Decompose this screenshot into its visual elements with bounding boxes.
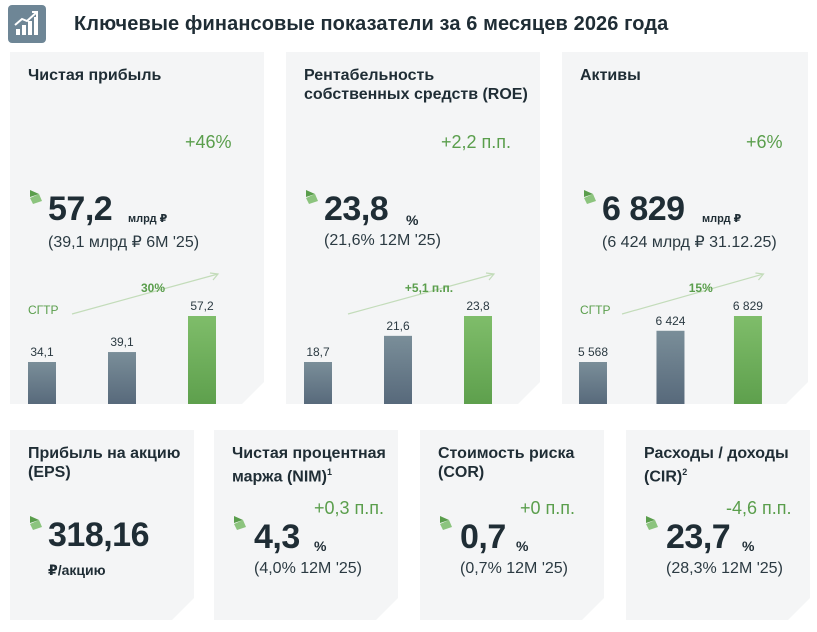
bar-value-label-1: 6 424: [655, 314, 685, 328]
category-label-2: 6М '26: [184, 417, 220, 431]
bar-value-label-2: 6 829: [733, 299, 763, 313]
trend-arrow-line: [622, 274, 763, 314]
metric-unit: млрд ₽: [702, 213, 742, 225]
metric-unit: млрд ₽: [128, 213, 168, 225]
trend-arrow-head: [486, 273, 494, 280]
category-label-1: 31.12.25: [647, 417, 694, 431]
card-title: Стоимость риска (COR): [438, 445, 575, 481]
metric-previous: (21,6% 12М '25): [324, 232, 441, 249]
metric-previous: (28,3% 12М '25): [666, 560, 783, 577]
bar-value-label-2: 57,2: [190, 299, 214, 313]
metric-value: 57,2: [48, 190, 113, 228]
card-title: Рентабельность собственных средств (ROE): [304, 67, 528, 103]
bar-2: [188, 316, 216, 406]
category-label-2: 6М '26: [460, 417, 496, 431]
header: Ключевые финансовые показатели за 6 меся…: [8, 4, 668, 44]
card-title: Чистая процентная маржа (NIM)1: [232, 444, 407, 486]
bar-1: [108, 352, 136, 406]
card-nim: Чистая процентная маржа (NIM)1 +0,3 п.п.…: [214, 430, 398, 620]
card-net-profit: Чистая прибыль 57,2 млрд ₽ +46% (39,1 мл…: [10, 52, 264, 404]
metric-unit: %: [742, 538, 755, 554]
metric-unit: ₽/акцию: [48, 562, 106, 578]
category-label-1: 6М '25: [104, 417, 140, 431]
metric-value: 0,7: [460, 518, 506, 556]
trend-arrow-line: [72, 274, 218, 314]
metric-unit: %: [314, 538, 327, 554]
category-label-0: 6М '24: [24, 417, 60, 431]
bar-value-label-0: 5 568: [578, 345, 608, 359]
card-cor: Стоимость риска (COR) +0 п.п. 0,7 % (0,7…: [420, 430, 604, 620]
category-label-0: 12М '24: [297, 417, 340, 431]
leaf-mark-icon: [234, 516, 246, 530]
trend-label: 15%: [689, 281, 713, 295]
card-title-text: Чистая процентная маржа (NIM): [232, 445, 386, 486]
card-title-text: Расходы / доходы (CIR): [644, 445, 789, 486]
metric-value: 318,16: [48, 516, 149, 554]
leaf-mark-icon: [30, 190, 42, 204]
bar-0: [304, 362, 332, 406]
category-label-0: 31.12.24: [570, 417, 617, 431]
category-label-2: 30.06.26: [725, 417, 772, 431]
chart-svg: 18,7 12М '24 21,6 12М '25 23,8 6М '26 +5,1 п.п…: [286, 262, 540, 442]
category-label-1: 12М '25: [377, 417, 420, 431]
bar-value-label-1: 21,6: [386, 319, 410, 333]
card-title: Расходы / доходы (CIR)2: [644, 444, 817, 486]
growth-chart-icon: [8, 5, 46, 43]
leaf-mark-icon: [440, 516, 452, 530]
metric-delta: +2,2 п.п.: [441, 132, 512, 152]
leaf-mark-icon: [646, 516, 658, 530]
chart-svg: 34,1 6М '24 39,1 6М '25 57,2 6М '26 30% СГТР: [10, 262, 264, 442]
side-label: СГТР: [28, 303, 59, 317]
footnote-mark: 2: [682, 467, 688, 477]
leaf-mark-icon: [30, 516, 42, 530]
bar-value-label-2: 23,8: [466, 299, 490, 313]
footnote-mark: 1: [326, 467, 332, 477]
trend-label: 30%: [141, 281, 165, 295]
metric-value: 6 829: [602, 190, 685, 228]
card-title: Прибыль на акцию (EPS): [28, 445, 181, 481]
trend-arrow-line: [348, 274, 494, 314]
bar-0: [579, 362, 607, 406]
metric-delta: -4,6 п.п.: [726, 498, 792, 518]
metric-previous: (4,0% 12М '25): [254, 560, 362, 577]
card-assets: Активы 6 829 млрд ₽ +6% (6 424 млрд ₽ 31…: [562, 52, 808, 404]
card-title: Активы: [580, 67, 641, 84]
metric-previous: (39,1 млрд ₽ 6М '25): [48, 234, 200, 251]
bar-value-label-0: 34,1: [30, 345, 54, 359]
card-title: Чистая прибыль: [28, 67, 162, 84]
page-title: Ключевые финансовые показатели за 6 меся…: [74, 12, 669, 35]
metric-previous: (6 424 млрд ₽ 31.12.25): [602, 234, 777, 251]
metric-previous: (0,7% 12М '25): [460, 560, 568, 577]
card-cir: Расходы / доходы (CIR)2 -4,6 п.п. 23,7 %…: [626, 430, 810, 620]
bar-1: [384, 336, 412, 406]
metric-delta: +6%: [746, 132, 783, 152]
metric-delta: +0,3 п.п.: [314, 498, 385, 518]
bar-chart: 18,7 12М '24 21,6 12М '25 23,8 6М '26 +5,1 п.п…: [286, 262, 540, 442]
bar-2: [464, 316, 492, 406]
leaf-mark-icon: [306, 190, 318, 204]
trend-arrow-head: [210, 273, 218, 280]
bar-chart: 34,1 6М '24 39,1 6М '25 57,2 6М '26 30% СГТР: [10, 262, 264, 442]
bar-value-label-1: 39,1: [110, 335, 134, 349]
bar-value-label-0: 18,7: [306, 345, 330, 359]
metric-value: 23,7: [666, 518, 731, 556]
card-roe: Рентабельность собственных средств (ROE)…: [286, 52, 540, 404]
card-eps: Прибыль на акцию (EPS) 318,16 ₽/акцию: [10, 430, 194, 620]
bar-1: [656, 331, 684, 406]
bar-0: [28, 362, 56, 406]
bar-chart: 5 568 31.12.24 6 424 31.12.25 6 829 30.06.26 1…: [562, 262, 808, 442]
side-label: СГТР: [580, 303, 611, 317]
metric-unit: %: [406, 212, 419, 228]
metric-delta: +46%: [185, 132, 232, 152]
metric-delta: +0 п.п.: [520, 498, 576, 518]
chart-svg: 5 568 31.12.24 6 424 31.12.25 6 829 30.06.26 1…: [562, 262, 808, 442]
metric-value: 4,3: [254, 518, 300, 556]
bar-2: [734, 316, 762, 406]
metric-value: 23,8: [324, 190, 389, 228]
leaf-mark-icon: [584, 190, 596, 204]
trend-arrow-head: [755, 273, 763, 280]
trend-label: +5,1 п.п.: [405, 281, 453, 295]
metric-unit: %: [516, 538, 529, 554]
